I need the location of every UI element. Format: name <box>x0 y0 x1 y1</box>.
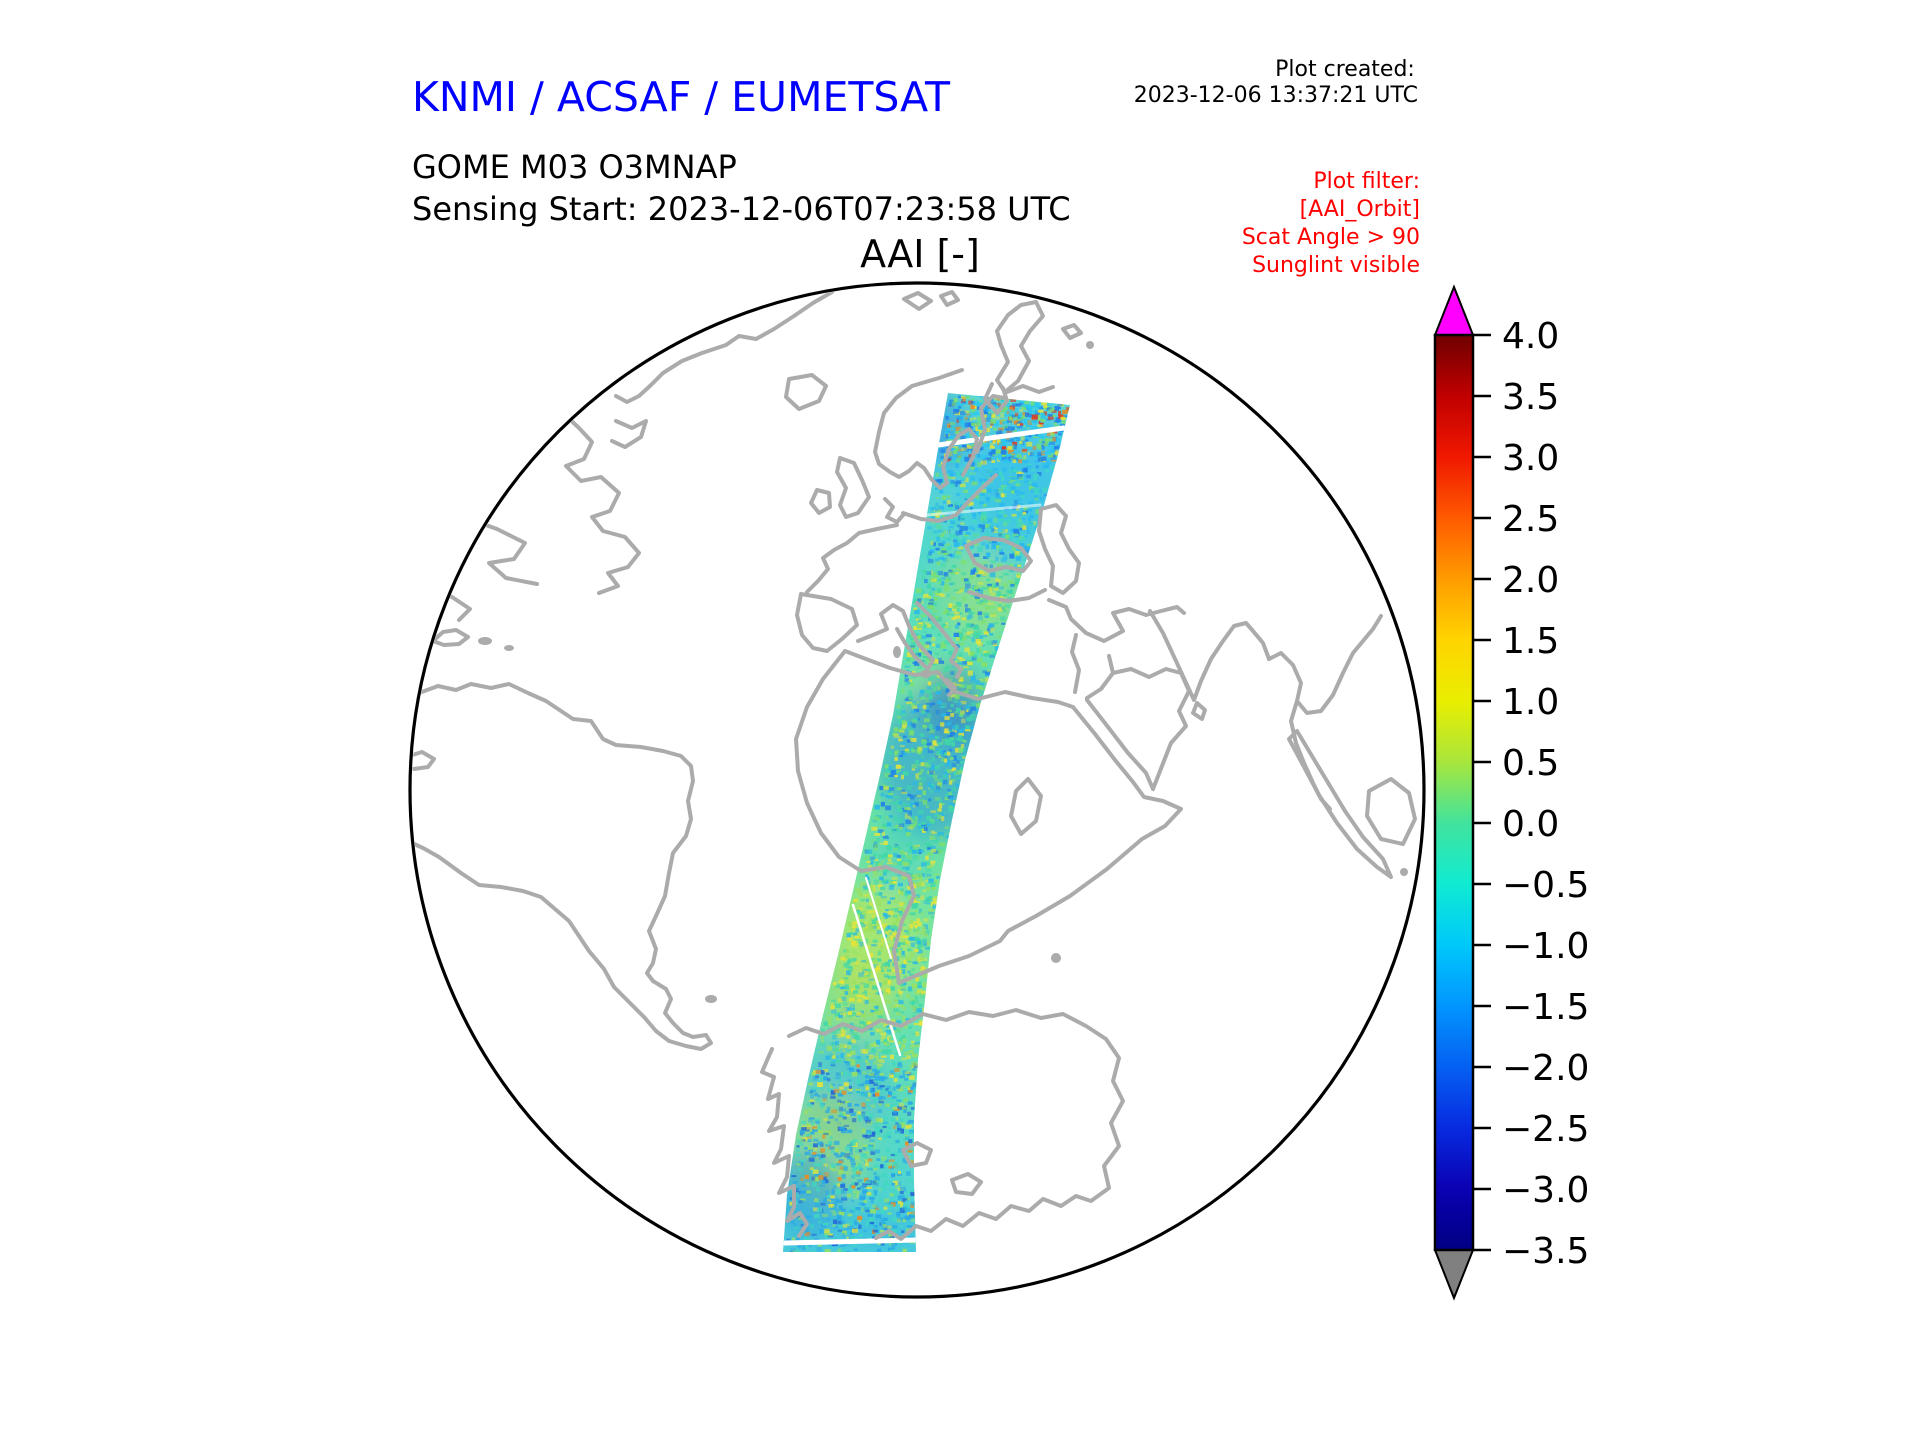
colorbar-tick-label: −1.0 <box>1502 926 1589 967</box>
colorbar-tick-label: −3.0 <box>1502 1170 1589 1211</box>
colorbar-tick-label: 2.5 <box>1502 499 1559 540</box>
plot-filter-block: Plot filter: [AAI_Orbit] Scat Angle > 90… <box>1242 168 1420 280</box>
colorbar-gradient-bar <box>1433 333 1475 1252</box>
colorbar-over-arrow <box>1433 284 1475 336</box>
product-name: GOME M03 O3MNAP <box>412 148 737 186</box>
colorbar-tick-label: −2.0 <box>1502 1048 1589 1089</box>
colorbar-tick-label: 3.5 <box>1502 377 1559 418</box>
map-variable-title: AAI [-] <box>860 232 980 276</box>
coastline-paths <box>412 290 1417 1241</box>
plot-filter-line: Scat Angle > 90 <box>1241 225 1420 250</box>
small-islands <box>478 341 1408 1003</box>
colorbar-tick-label: −2.5 <box>1502 1109 1589 1150</box>
swath-noise-speckles <box>785 393 1070 1252</box>
colorbar-tick-label: −1.5 <box>1502 987 1589 1028</box>
colorbar-ticks: 4.0 3.5 3.0 2.5 2.0 1.5 1.0 0.5 0.0 −0.5 −1.0 −1.5 −… <box>1473 316 1589 1272</box>
globe-map <box>408 281 1426 1299</box>
colorbar-tick-label: 0.5 <box>1502 743 1559 784</box>
colorbar-tick-label: 2.0 <box>1502 560 1559 601</box>
colorbar-under-arrow <box>1433 1249 1475 1301</box>
colorbar-tick-label: 1.0 <box>1502 682 1559 723</box>
colorbar: 4.0 3.5 3.0 2.5 2.0 1.5 1.0 0.5 0.0 −0.5 −1.0 −1.5 −… <box>1433 284 1589 1301</box>
plot-created-timestamp: 2023-12-06 13:37:21 UTC <box>1133 83 1418 108</box>
colorbar-tick-label: −0.5 <box>1502 865 1589 906</box>
plot-filter-line: Sunglint visible <box>1252 253 1420 278</box>
sensing-start: Sensing Start: 2023-12-06T07:23:58 UTC <box>412 190 1071 228</box>
colorbar-tick-label: −3.5 <box>1502 1231 1589 1272</box>
colorbar-tick-label: 1.5 <box>1502 621 1559 662</box>
swath-gap-lines <box>783 425 1067 1246</box>
plot-filter-line: Plot filter: <box>1313 169 1420 194</box>
plot-filter-line: [AAI_Orbit] <box>1299 197 1420 222</box>
colorbar-tick-label: 0.0 <box>1502 804 1559 845</box>
plot-created-label: Plot created: <box>1275 57 1415 82</box>
colorbar-tick-label: 4.0 <box>1502 316 1559 357</box>
coastlines <box>412 290 1417 1241</box>
page-title: KNMI / ACSAF / EUMETSAT <box>412 73 951 121</box>
colorbar-tick-label: 3.0 <box>1502 438 1559 479</box>
